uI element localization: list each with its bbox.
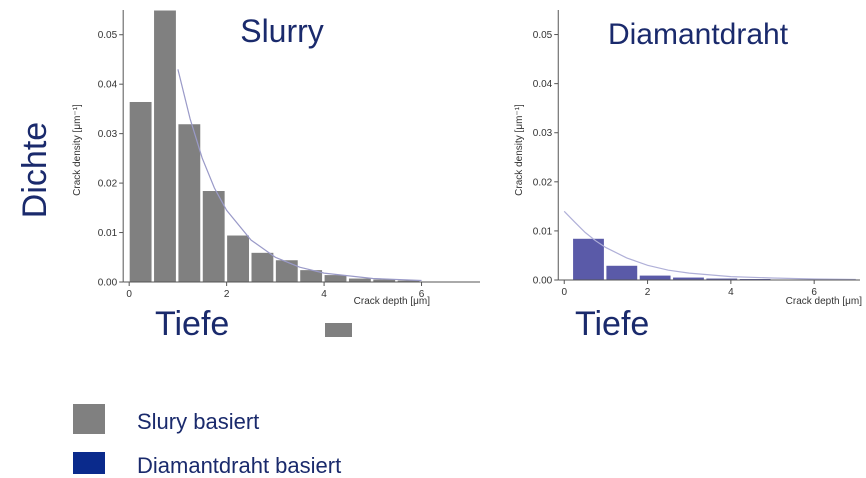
diamantdraht-x-tick-label: 6 bbox=[811, 287, 817, 298]
density-label: Dichte bbox=[16, 122, 54, 218]
slurry-y-tick-label: 0.02 bbox=[98, 179, 118, 190]
diamantdraht-chart: Diamantdraht 0.00 0.01 0.02 0.03 0.04 0.05 0 2 4… bbox=[514, 10, 862, 307]
slurry-bar bbox=[347, 277, 372, 283]
diamantdraht-axes: 0.00 0.01 0.02 0.03 0.04 0.05 0 2 4 6 bbox=[533, 10, 860, 298]
gray-marker bbox=[325, 323, 352, 337]
slurry-bar bbox=[128, 100, 153, 283]
slurry-x-tick-label: 6 bbox=[419, 289, 425, 300]
slurry-x-tick-label: 2 bbox=[224, 289, 230, 300]
diamantdraht-y-axis-label: Crack density [μm⁻¹] bbox=[514, 104, 525, 196]
right-depth-label: Tiefe bbox=[575, 305, 649, 343]
diamantdraht-bar bbox=[605, 264, 639, 281]
diamantdraht-y-tick-label: 0.04 bbox=[533, 79, 553, 90]
slurry-bars bbox=[128, 9, 445, 283]
legend-label-diamantdraht: Diamantdraht basiert bbox=[137, 453, 341, 478]
diamantdraht-y-tick-label: 0.03 bbox=[533, 128, 553, 139]
slurry-bar bbox=[250, 251, 275, 283]
slurry-y-tick-label: 0.00 bbox=[98, 278, 118, 289]
slurry-fit-curve bbox=[177, 69, 422, 282]
legend-swatch-slurry bbox=[73, 404, 105, 434]
slurry-bar bbox=[274, 259, 299, 283]
diamantdraht-bar bbox=[572, 237, 605, 281]
legend-swatch-diamantdraht bbox=[73, 452, 105, 474]
diamantdraht-x-axis-label: Crack depth [μm] bbox=[786, 296, 863, 307]
diamantdraht-x-tick-label: 4 bbox=[728, 287, 734, 298]
diamantdraht-chart-title: Diamantdraht bbox=[608, 18, 789, 51]
slurry-y-tick-label: 0.01 bbox=[98, 228, 118, 239]
slurry-y-tick-label: 0.04 bbox=[98, 80, 118, 91]
diamantdraht-bar bbox=[638, 274, 672, 281]
diamantdraht-fit-curve bbox=[563, 210, 856, 281]
slurry-axes: 0.00 0.01 0.02 0.03 0.04 0.05 0 2 4 6 bbox=[98, 10, 480, 300]
left-depth-label: Tiefe bbox=[155, 305, 229, 343]
slurry-y-axis-label: Crack density [μm⁻¹] bbox=[72, 104, 83, 196]
diamantdraht-y-tick-label: 0.00 bbox=[533, 276, 553, 287]
legend-label-slurry: Slury basiert bbox=[137, 409, 259, 434]
slurry-x-axis-label: Crack depth [μm] bbox=[354, 296, 431, 307]
slurry-x-tick-label: 4 bbox=[321, 289, 327, 300]
slurry-bar bbox=[177, 123, 202, 283]
slurry-bar bbox=[153, 9, 177, 283]
legend: Slury basiert Diamantdraht basiert bbox=[73, 404, 341, 478]
diamantdraht-y-tick-label: 0.02 bbox=[533, 177, 553, 188]
diamantdraht-x-tick-label: 2 bbox=[645, 287, 651, 298]
slurry-x-tick-label: 0 bbox=[126, 289, 132, 300]
slurry-bar bbox=[201, 190, 226, 283]
diamantdraht-y-tick-label: 0.05 bbox=[533, 30, 553, 41]
slurry-y-tick-label: 0.03 bbox=[98, 129, 118, 140]
diamantdraht-y-tick-label: 0.01 bbox=[533, 226, 553, 237]
slurry-bar bbox=[226, 234, 250, 283]
diamantdraht-x-tick-label: 0 bbox=[561, 287, 567, 298]
diamantdraht-bars bbox=[572, 237, 839, 281]
slurry-chart: Slurry 0.00 0.01 0.02 0.03 0.04 0.05 0 2 4 6 Crac… bbox=[72, 9, 480, 307]
slurry-y-tick-label: 0.05 bbox=[98, 30, 118, 41]
slurry-chart-title: Slurry bbox=[240, 13, 324, 49]
